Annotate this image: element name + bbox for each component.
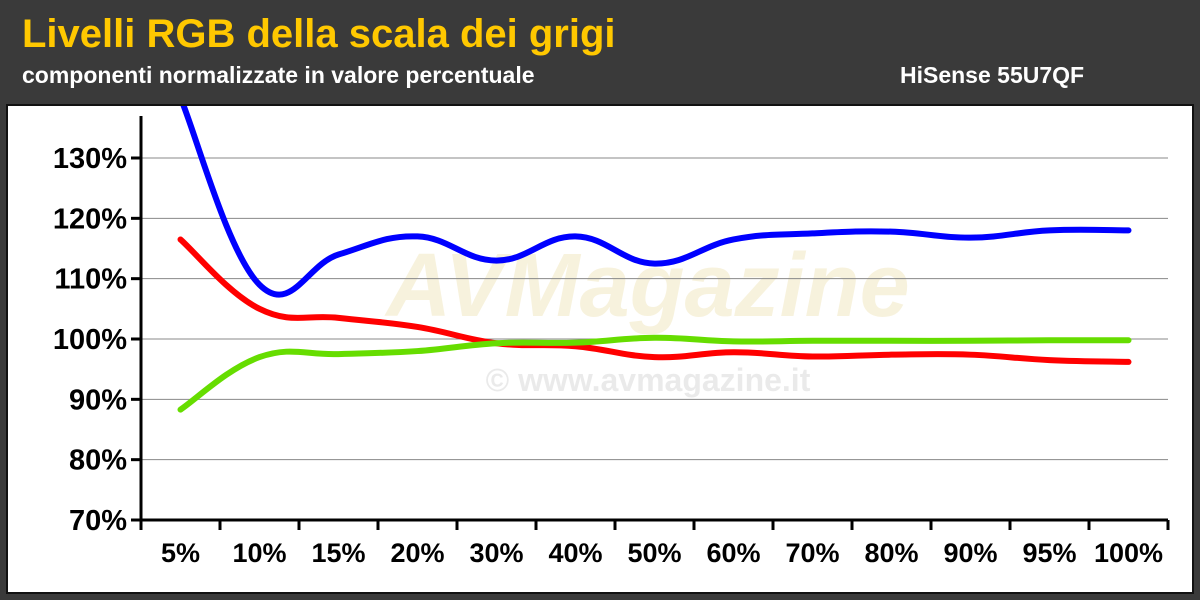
y-tick-label: 70% — [69, 505, 127, 537]
series-lines — [177, 106, 1132, 413]
x-tick-label: 60% — [706, 538, 760, 568]
x-tick-label: 90% — [943, 538, 997, 568]
x-tick-label: 95% — [1022, 538, 1076, 568]
series-green-line — [177, 334, 1132, 413]
series-red-line — [177, 236, 1132, 365]
watermark: AVMagazine © www.avmagazine.it — [384, 236, 909, 398]
y-tick-label: 120% — [53, 203, 127, 235]
y-tick-label: 80% — [69, 445, 127, 477]
watermark-url: © www.avmagazine.it — [486, 362, 811, 398]
x-tick-labels: 5% 10% 15% 20% 30% 40% 50% 60% 70% 80% 90% 95% 100% — [161, 538, 1163, 568]
chart-title: Livelli RGB della scala dei grigi — [22, 12, 616, 56]
axes — [131, 116, 1170, 530]
y-tick-label: 110% — [54, 264, 127, 296]
x-tick-label: 5% — [161, 538, 200, 568]
series-blue-line — [180, 106, 1132, 298]
y-tick-label: 130% — [53, 143, 127, 175]
x-tick-label: 70% — [785, 538, 839, 568]
x-tick-label: 30% — [469, 538, 523, 568]
x-tick-label: 50% — [627, 538, 681, 568]
rgb-levels-chart: AVMagazine © www.avmagazine.it 5% 10% 15% 2… — [53, 106, 1170, 568]
y-tick-label: 90% — [69, 384, 127, 416]
x-tick-label: 40% — [548, 538, 602, 568]
y-tick-label: 100% — [53, 324, 127, 356]
plot-panel: AVMagazine © www.avmagazine.it 5% 10% 15% 2… — [6, 104, 1194, 594]
x-tick-label: 80% — [864, 538, 918, 568]
x-tick-label: 15% — [311, 538, 365, 568]
x-tick-label: 10% — [232, 538, 286, 568]
chart-subtitle: componenti normalizzate in valore percen… — [22, 62, 535, 88]
y-tick-labels: 70% 80% 90% 100% 110% 120% 130% — [53, 143, 127, 537]
x-tick-label: 20% — [390, 538, 444, 568]
x-tick-label: 100% — [1094, 538, 1163, 568]
header: Livelli RGB della scala dei grigi compon… — [0, 0, 1200, 104]
tv-model-label: HiSense 55U7QF — [900, 62, 1085, 88]
